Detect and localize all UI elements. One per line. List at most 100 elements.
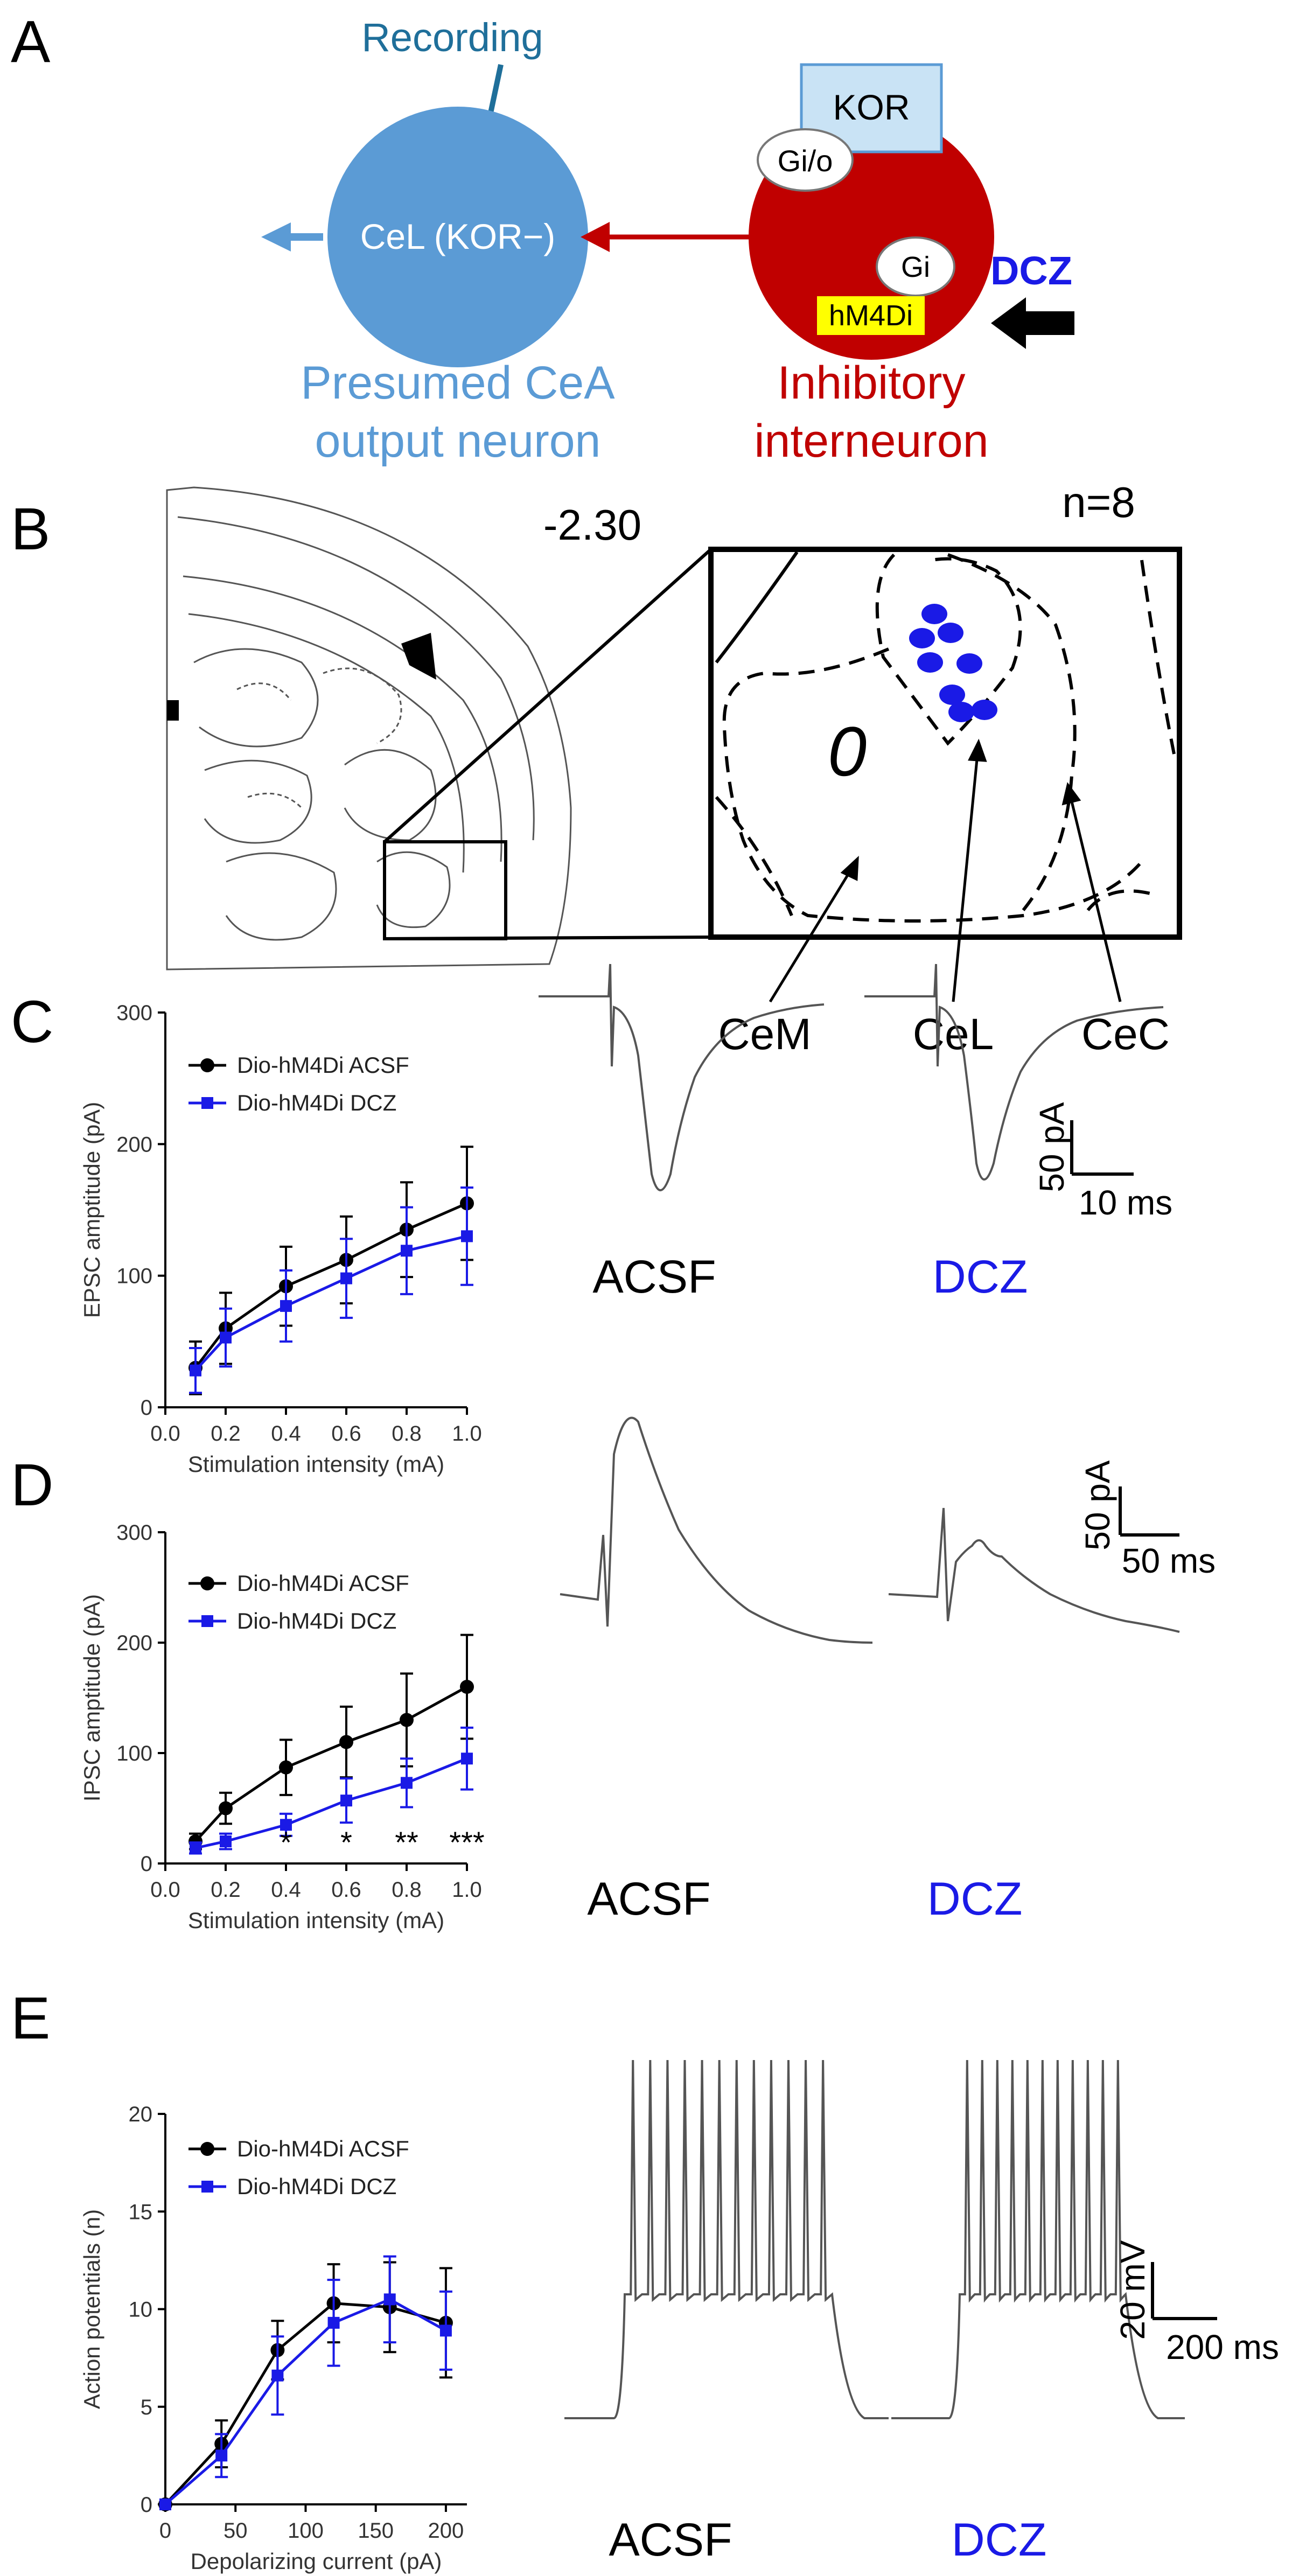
x-tick-label: 0.8 — [392, 1422, 422, 1446]
significance-marker: * — [340, 1825, 352, 1859]
spike-trace-path — [564, 2060, 889, 2419]
y-tick-label: 10 — [129, 2298, 153, 2322]
ap-traces: 20 mV 200 ms ACSF DCZ — [564, 2060, 1279, 2566]
ap-dcz-label: DCZ — [952, 2514, 1047, 2566]
y-axis-title: Action potentials (n) — [79, 2209, 104, 2409]
panel-e-label: E — [11, 1985, 50, 2051]
panel-a: A Recording CeL (KOR−) KOR Gi/o Gi hM4Di… — [11, 9, 1074, 467]
ap-acsf-label: ACSF — [609, 2514, 732, 2566]
legend-entry-acsf: Dio-hM4Di ACSF — [188, 1052, 409, 1078]
recording-label: Recording — [361, 15, 543, 60]
interneuron-label-2: interneuron — [754, 415, 988, 467]
x-tick-label: 100 — [288, 2519, 324, 2543]
data-point — [401, 1245, 413, 1257]
panel-c: C 0.0 0.2 0.4 0.6 0.8 1.0 0 100 200 300 Stimulatio… — [11, 964, 1172, 1477]
legend-marker — [201, 1615, 213, 1627]
x-tick-label: 0 — [159, 2519, 171, 2543]
significance-marker: ** — [395, 1825, 418, 1859]
epsc-scale-x-label: 10 ms — [1079, 1183, 1172, 1222]
data-point — [461, 1753, 473, 1765]
x-tick-label: 50 — [224, 2519, 248, 2543]
series-acsf — [188, 1146, 474, 1395]
spike-trace-path — [891, 2060, 1185, 2419]
y-tick-label: 0 — [141, 1852, 152, 1876]
x-axis-title: Stimulation intensity (mA) — [188, 1451, 444, 1477]
output-arrow-head — [261, 222, 291, 252]
data-point — [401, 1777, 413, 1789]
data-point — [340, 1272, 352, 1284]
x-tick-label: 1.0 — [452, 1878, 482, 1902]
cel-label: CeL — [913, 1010, 994, 1059]
cel-neuron-label: CeL (KOR−) — [360, 217, 555, 256]
data-point — [383, 2293, 396, 2306]
panel-b-label: B — [11, 496, 50, 562]
y-tick-label: 100 — [116, 1265, 152, 1288]
epsc-chart: 0.0 0.2 0.4 0.6 0.8 1.0 0 100 200 300 Stimulation … — [79, 1001, 482, 1477]
series-line — [194, 1234, 467, 1372]
legend-label: Dio-hM4Di DCZ — [237, 2174, 396, 2199]
series-line — [195, 1757, 467, 1849]
action-potential-chart: 0 50 100 150 200 0 5 10 15 20 Depolarizing current… — [79, 2103, 467, 2574]
y-tick-label: 20 — [129, 2103, 153, 2126]
ap-trace-acsf — [564, 2060, 889, 2419]
gi-protein — [876, 236, 955, 297]
legend-label: Dio-hM4Di DCZ — [237, 1608, 396, 1633]
y-tick-label: 300 — [116, 1001, 152, 1025]
data-point — [339, 1735, 353, 1749]
legend-label: Dio-hM4Di ACSF — [237, 2136, 409, 2161]
legend-marker — [200, 2142, 214, 2156]
data-point — [439, 2324, 452, 2337]
inset-source-box — [383, 840, 507, 940]
dcz-arrow-icon — [991, 297, 1074, 349]
output-neuron-label-2: output neuron — [315, 415, 601, 467]
panel-c-label: C — [11, 989, 53, 1055]
legend-label: Dio-hM4Di ACSF — [237, 1052, 409, 1078]
y-tick-label: 300 — [116, 1521, 152, 1545]
legend-entry-acsf: Dio-hM4Di ACSF — [188, 2136, 409, 2161]
n-label: n=8 — [1062, 478, 1135, 526]
x-tick-label: 1.0 — [452, 1422, 482, 1446]
legend-label: Dio-hM4Di DCZ — [237, 1090, 396, 1115]
data-point — [461, 1230, 473, 1242]
kor-label: KOR — [833, 87, 910, 127]
data-point — [215, 2449, 228, 2462]
ap-trace-dcz — [891, 2060, 1185, 2419]
y-tick-label: 0 — [141, 2493, 152, 2517]
epsc-trace-dcz — [864, 964, 1164, 1181]
legend-entry-dcz: Dio-hM4Di DCZ — [188, 2174, 396, 2199]
hm4di-label: hM4Di — [829, 299, 913, 332]
legend-entry-dcz: Dio-hM4Di DCZ — [188, 1090, 396, 1115]
brain-atlas-section — [166, 486, 572, 971]
atlas-black-marker — [167, 700, 179, 721]
legend-marker — [200, 1576, 214, 1590]
series-acsf — [158, 2261, 453, 2511]
x-tick-label: 200 — [428, 2519, 464, 2543]
series-line — [194, 1685, 468, 1842]
dcz-label: DCZ — [990, 248, 1072, 293]
x-tick-label: 0.0 — [150, 1422, 180, 1446]
panel-a-label: A — [11, 9, 51, 75]
x-tick-label: 0.4 — [271, 1878, 301, 1902]
gio-protein — [757, 128, 854, 192]
ipsc-scale-y-label: 50 pA — [1078, 1460, 1117, 1551]
legend-marker — [201, 2181, 213, 2193]
recorded-cells — [909, 604, 997, 722]
panel-d: D 0.0 0.2 0.4 0.6 0.8 1.0 0 100 200 300 Stimulatio… — [11, 1416, 1216, 1933]
epsc-dcz-label: DCZ — [933, 1251, 1028, 1303]
hm4di-box — [817, 296, 925, 335]
y-tick-label: 200 — [116, 1631, 152, 1655]
data-point — [220, 1331, 232, 1344]
legend-label: Dio-hM4Di ACSF — [237, 1570, 409, 1596]
data-point — [327, 2316, 340, 2329]
x-tick-label: 0.6 — [331, 1878, 361, 1902]
legend-entry-acsf: Dio-hM4Di ACSF — [188, 1570, 409, 1596]
significance-marker: * — [280, 1825, 292, 1859]
x-axis-title: Depolarizing current (pA) — [191, 2549, 442, 2574]
ipsc-traces: 50 pA 50 ms ACSF DCZ — [560, 1416, 1216, 1925]
atlas-black-structure — [401, 633, 436, 680]
cec-label: CeC — [1081, 1010, 1170, 1059]
data-point — [190, 1842, 201, 1854]
cel-neuron — [327, 107, 588, 367]
legend-entry-dcz: Dio-hM4Di DCZ — [188, 1608, 396, 1633]
